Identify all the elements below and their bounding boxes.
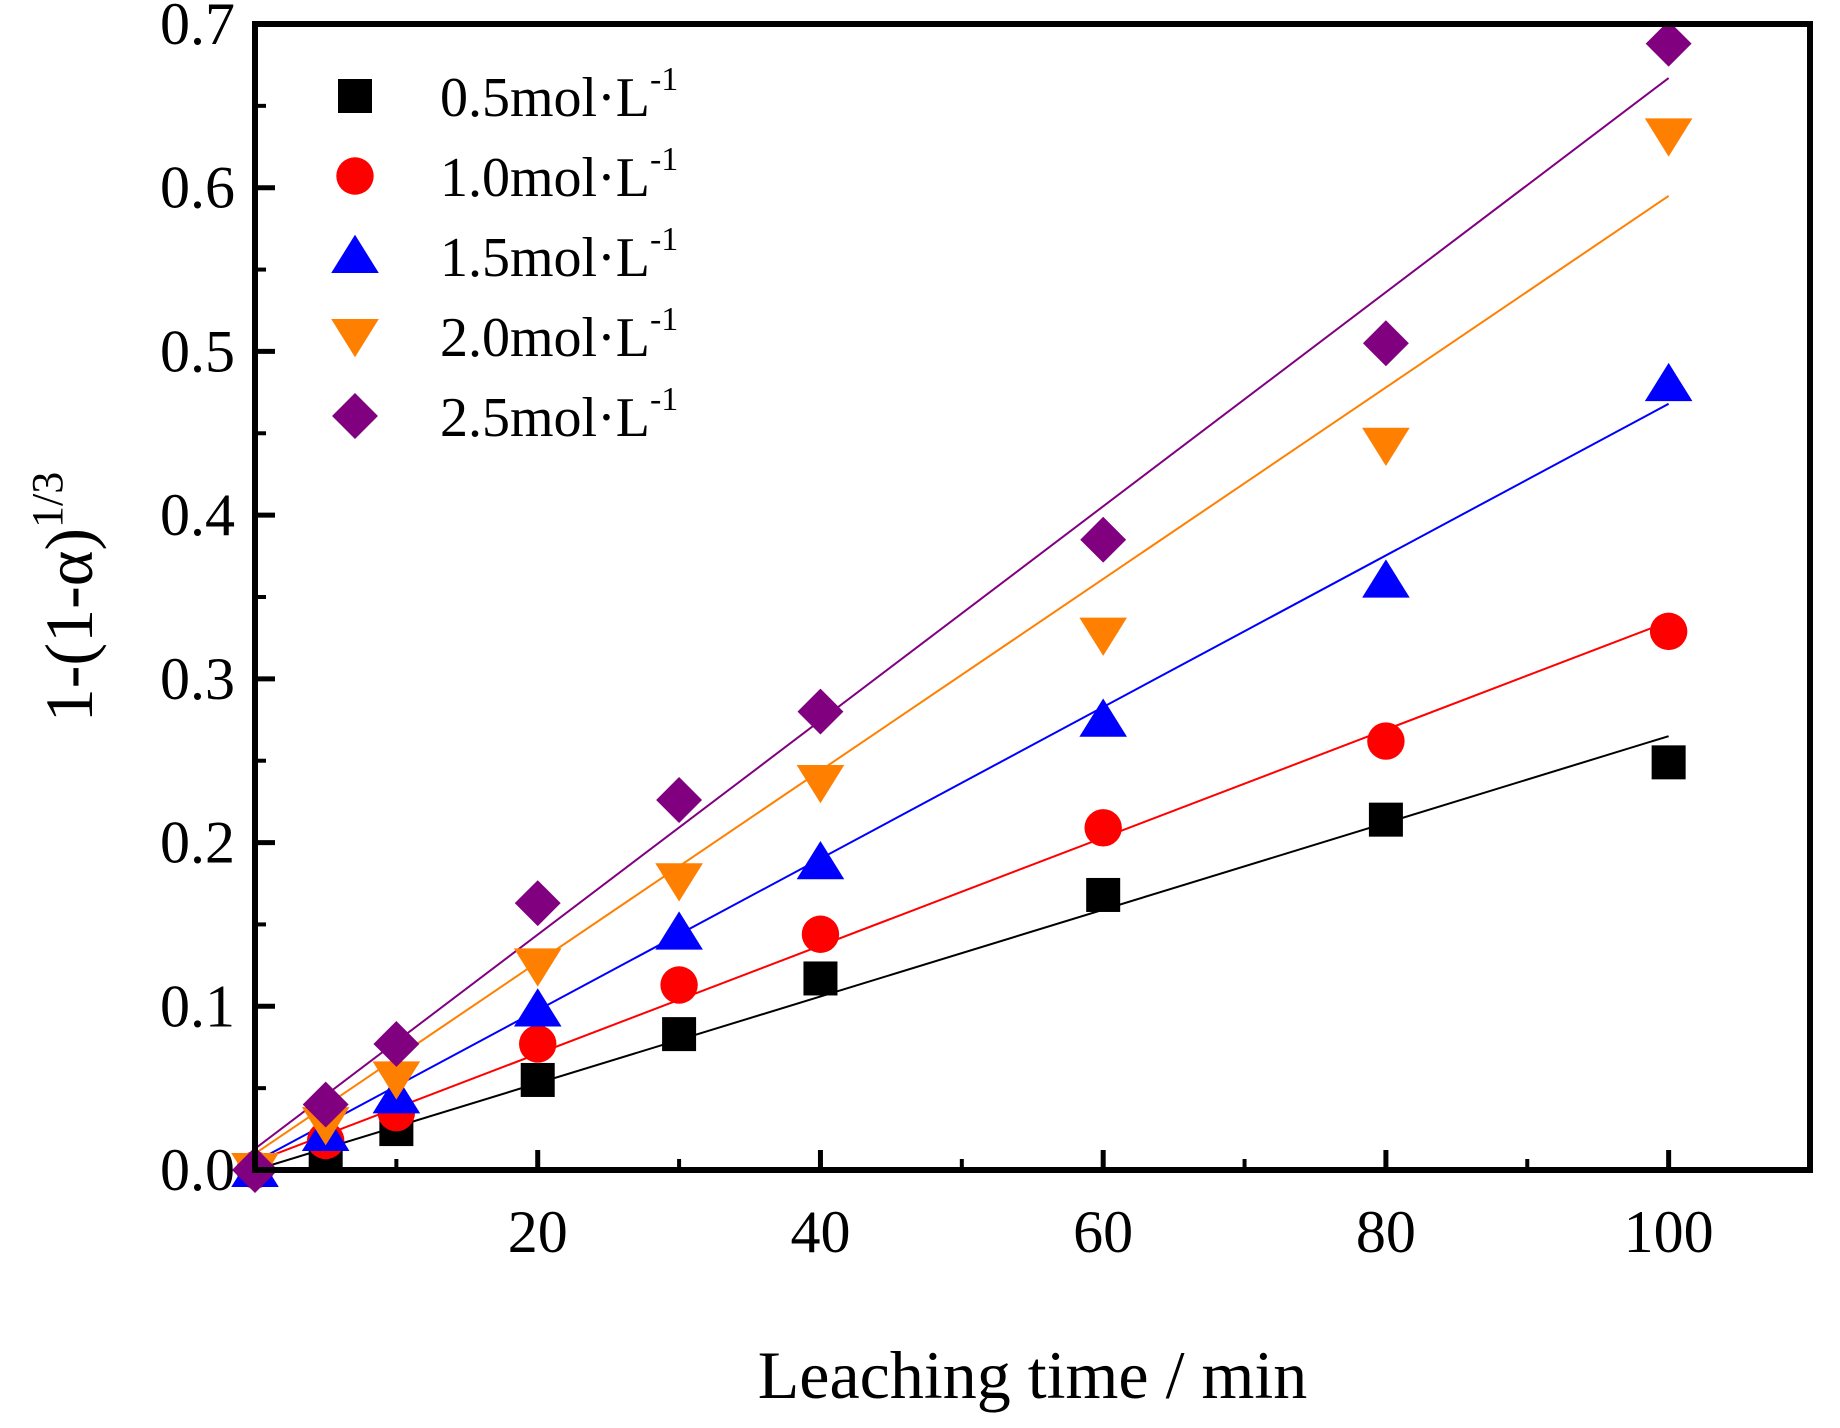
y-tick-label: 0.2: [160, 810, 235, 876]
data-point: [1645, 20, 1692, 67]
data-point: [1086, 877, 1121, 912]
legend-item-3: 1.5mol·L-1: [331, 221, 678, 289]
data-point: [1079, 698, 1127, 737]
data-point: [1651, 745, 1686, 780]
data-point: [1362, 320, 1409, 367]
legend-label-superscript: -1: [650, 61, 678, 98]
fit-line-4: [254, 195, 1670, 1155]
data-point: [519, 1025, 557, 1063]
data-point: [660, 966, 698, 1004]
legend-label-superscript: -1: [650, 141, 678, 178]
y-tick-label: 0.4: [160, 482, 235, 548]
legend-label: 0.5mol·L-1: [440, 61, 678, 129]
fit-line-2: [254, 620, 1669, 1163]
data-point: [801, 915, 840, 953]
x-tick-label: 40: [790, 1199, 850, 1265]
data-point: [302, 1081, 349, 1128]
data-point: [373, 1020, 420, 1067]
data-point: [372, 1061, 421, 1100]
data-point: [655, 863, 703, 902]
data-point: [1079, 617, 1127, 656]
data-point: [656, 777, 703, 823]
legend-label-superscript: -1: [650, 301, 678, 338]
y-tick-label: 0.3: [160, 646, 235, 712]
data-point: [520, 1062, 555, 1097]
legend-marker: [338, 79, 372, 113]
data-markers: [231, 20, 1693, 1193]
legend-item-1: 0.5mol·L-1: [338, 61, 678, 129]
y-axis-label-superscript: 1/3: [23, 472, 72, 528]
data-point: [514, 880, 561, 927]
fit-line-5: [254, 77, 1670, 1150]
x-axis-label: Leaching time / min: [758, 1337, 1308, 1413]
series-3-markers: [231, 362, 1693, 1187]
legend-marker: [332, 393, 378, 439]
data-point: [1368, 802, 1403, 837]
tick-labels: 20 40 60 80 100 0.0 0.1 0.2 0.3 0.4 0.5 0.6 0.7: [160, 0, 1714, 1265]
legend-label-text: 1.0mol·L: [440, 147, 650, 209]
series-5-markers: [232, 20, 1692, 1193]
fit-lines: [254, 77, 1670, 1171]
legend-label-text: 1.5mol·L: [440, 227, 650, 289]
legend-marker: [336, 157, 374, 195]
data-point: [1644, 118, 1693, 157]
data-point: [1362, 427, 1410, 466]
y-tick-label: 0.6: [160, 155, 235, 221]
legend-label-text: 0.5mol·L: [440, 67, 650, 129]
y-axis-label-base: 1-(1-α): [31, 528, 107, 722]
data-point: [1649, 612, 1688, 651]
data-point: [655, 911, 703, 950]
fit-line-3: [254, 402, 1670, 1163]
legend-item-4: 2.0mol·L-1: [331, 301, 678, 369]
legend-label-text: 2.0mol·L: [440, 307, 650, 369]
legend-label: 1.5mol·L-1: [440, 221, 678, 289]
legend-item-2: 1.0mol·L-1: [336, 141, 678, 209]
y-axis-label: 1-(1-α)1/3: [23, 472, 107, 722]
series-1-markers: [238, 745, 1686, 1187]
y-tick-label: 0.1: [160, 973, 235, 1039]
data-point: [803, 961, 838, 996]
axis-ticks: [255, 21, 1812, 1173]
legend-label-superscript: -1: [650, 221, 678, 258]
legend-label: 2.0mol·L-1: [440, 301, 678, 369]
legend-label: 1.0mol·L-1: [440, 141, 678, 209]
data-point: [662, 1017, 697, 1052]
x-tick-label: 60: [1073, 1199, 1133, 1265]
legend-label-text: 2.5mol·L: [440, 387, 650, 449]
legend-label-superscript: -1: [650, 381, 678, 418]
data-point: [513, 948, 562, 987]
data-point: [1080, 516, 1127, 563]
series-2-markers: [236, 612, 1688, 1189]
legend: 0.5mol·L-11.0mol·L-11.5mol·L-12.0mol·L-1…: [331, 61, 678, 449]
x-tick-label: 20: [508, 1199, 568, 1265]
data-point: [513, 988, 562, 1027]
y-tick-label: 0.7: [160, 0, 235, 57]
y-tick-label: 0.0: [160, 1137, 235, 1203]
data-point: [796, 764, 845, 804]
legend-label: 2.5mol·L-1: [440, 381, 678, 449]
legend-marker: [331, 234, 379, 273]
data-point: [1367, 722, 1405, 760]
fit-line-1: [254, 735, 1669, 1171]
data-point: [796, 840, 845, 880]
data-point: [797, 688, 844, 735]
data-point: [1084, 809, 1122, 847]
legend-item-5: 2.5mol·L-1: [332, 381, 678, 449]
data-point: [1644, 362, 1693, 402]
data-point: [1362, 559, 1410, 598]
x-tick-label: 100: [1624, 1199, 1714, 1265]
y-tick-label: 0.5: [160, 318, 235, 384]
x-tick-label: 80: [1356, 1199, 1416, 1265]
legend-marker: [331, 319, 379, 358]
